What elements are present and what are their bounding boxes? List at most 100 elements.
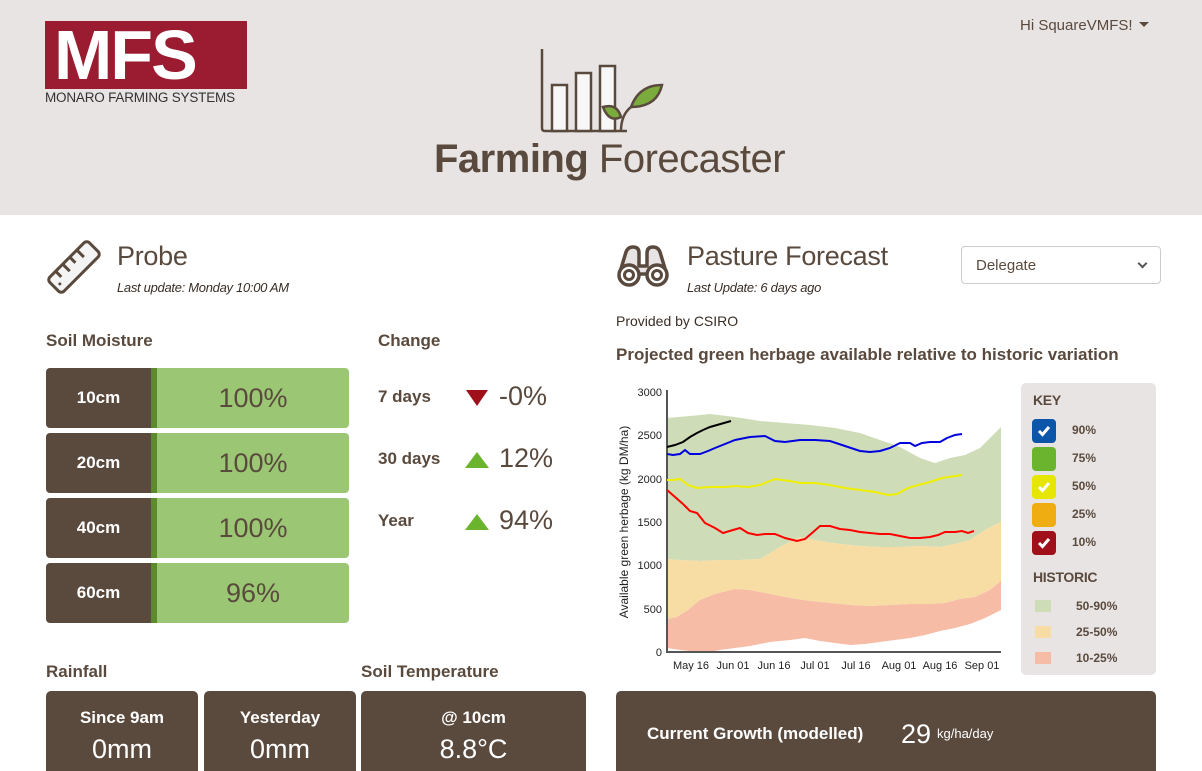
percentile-50-line [667, 474, 963, 497]
provided-by: Provided by CSIRO [616, 313, 739, 329]
change-value: -0% [499, 381, 548, 411]
change-period: 7 days [378, 387, 431, 406]
depth-label: 60cm [46, 563, 151, 623]
soil-moisture-row: 20cm 100% [46, 433, 349, 493]
moisture-bar [151, 368, 157, 428]
location-select-value: Delegate [976, 256, 1037, 274]
change-period: 30 days [378, 449, 441, 468]
depth-label: 40cm [46, 498, 151, 558]
checkbox-unchecked-icon[interactable] [1032, 503, 1056, 527]
pasture-forecast-chart: 3000 2500 2000 1500 1000 500 0 Available… [617, 387, 1001, 672]
swatch-icon [1035, 626, 1051, 638]
historic-legend-item: 25-50% [1035, 625, 1155, 640]
bar-chart-sprout-icon [540, 49, 664, 133]
checkbox-checked-icon[interactable] [1032, 531, 1056, 555]
key-label: 25% [1072, 507, 1097, 521]
historic-25-50-band [667, 522, 1001, 619]
svg-text:3000: 3000 [638, 387, 662, 399]
svg-text:2500: 2500 [638, 430, 662, 442]
svg-text:Aug 16: Aug 16 [923, 660, 958, 672]
binoculars-icon [617, 245, 669, 287]
card-value: 8.8°C [439, 734, 508, 764]
checkbox-checked-icon[interactable] [1032, 419, 1056, 443]
key-toggle-25[interactable]: 25% [1032, 503, 1152, 527]
card-label: Yesterday [239, 708, 321, 727]
key-toggle-75[interactable]: 75% [1032, 447, 1152, 471]
moisture-value: 100% [157, 433, 349, 493]
svg-text:1000: 1000 [638, 560, 662, 572]
user-greeting: Hi SquareVMFS! [1020, 17, 1133, 34]
svg-text:2000: 2000 [638, 474, 662, 486]
observed-line [666, 420, 732, 448]
checkbox-checked-icon[interactable] [1032, 475, 1056, 499]
moisture-value: 96% [157, 563, 349, 623]
key-label: 90% [1072, 423, 1097, 437]
mfs-logo[interactable]: MFS MONARO FARMING SYSTEMS [45, 21, 247, 105]
user-menu-dropdown[interactable]: Hi SquareVMFS! [1020, 17, 1149, 34]
trend-up-icon [465, 514, 489, 530]
caret-down-icon [1138, 22, 1149, 27]
svg-text:May 16: May 16 [673, 660, 709, 672]
key-toggle-50[interactable]: 50% [1032, 475, 1152, 499]
historic-label: 25-50% [1076, 625, 1118, 639]
rainfall-card-since-9am: Since 9am 0mm [46, 691, 198, 771]
percentile-90-line [666, 433, 963, 457]
probe-last-update: Last update: Monday 10:00 AM [117, 280, 289, 295]
probe-title: Probe [117, 241, 188, 271]
ruler-icon [47, 240, 101, 294]
moisture-bar [151, 433, 157, 493]
key-label: 50% [1072, 479, 1097, 493]
key-toggle-10[interactable]: 10% [1032, 531, 1152, 555]
change-value: 94% [499, 505, 554, 535]
moisture-bar [151, 498, 157, 558]
historic-label: 10-25% [1076, 651, 1118, 665]
key-toggle-90[interactable]: 90% [1032, 419, 1152, 443]
current-growth-unit: kg/ha/day [937, 726, 994, 741]
trend-down-icon [466, 390, 488, 406]
svg-text:500: 500 [644, 604, 662, 616]
current-growth-label: Current Growth (modelled) [647, 724, 864, 743]
svg-text:Jul 01: Jul 01 [800, 660, 829, 672]
moisture-value: 100% [157, 368, 349, 428]
soil-temperature-card: @ 10cm 8.8°C [361, 691, 586, 771]
swatch-icon [1035, 600, 1051, 612]
soil-moisture-row: 10cm 100% [46, 368, 349, 428]
key-heading: KEY [1033, 392, 1061, 408]
key-label: 10% [1072, 535, 1097, 549]
current-growth-card: Current Growth (modelled) 29 kg/ha/day [616, 691, 1156, 771]
card-value: 0mm [92, 734, 152, 764]
svg-text:0: 0 [656, 647, 662, 659]
historic-50-90-band [667, 414, 1001, 561]
logo-mark: MFS [45, 21, 247, 89]
card-label: Since 9am [79, 708, 165, 727]
historic-legend-item: 50-90% [1035, 599, 1155, 614]
svg-text:Jun 01: Jun 01 [716, 660, 749, 672]
moisture-value: 100% [157, 498, 349, 558]
change-value: 12% [499, 443, 554, 473]
chart-title: Projected green herbage available relati… [616, 345, 1119, 364]
svg-text:1500: 1500 [638, 517, 662, 529]
historic-label: 50-90% [1076, 599, 1118, 613]
svg-text:Aug 01: Aug 01 [882, 660, 917, 672]
depth-label: 20cm [46, 433, 151, 493]
svg-text:Jun 16: Jun 16 [757, 660, 790, 672]
location-select[interactable]: Delegate [961, 246, 1161, 284]
swatch-icon [1035, 652, 1051, 664]
moisture-bar [151, 563, 157, 623]
card-value: 0mm [250, 734, 310, 764]
depth-label: 10cm [46, 368, 151, 428]
checkbox-unchecked-icon[interactable] [1032, 447, 1056, 471]
soil-temperature-label: Soil Temperature [361, 662, 499, 681]
pasture-last-update: Last Update: 6 days ago [687, 280, 822, 295]
header: MFS MONARO FARMING SYSTEMS Farming Forec… [0, 0, 1202, 215]
soil-moisture-row: 40cm 100% [46, 498, 349, 558]
historic-legend-item: 10-25% [1035, 651, 1155, 666]
current-growth-value: 29 [901, 719, 932, 749]
historic-10-25-band [667, 581, 1001, 652]
svg-text:Sep 01: Sep 01 [965, 660, 1000, 672]
historic-heading: HISTORIC [1033, 569, 1098, 585]
svg-text:Jul 16: Jul 16 [841, 660, 870, 672]
change-label: Change [378, 331, 441, 350]
pasture-forecast-title: Pasture Forecast [687, 241, 888, 271]
change-period: Year [378, 511, 414, 530]
